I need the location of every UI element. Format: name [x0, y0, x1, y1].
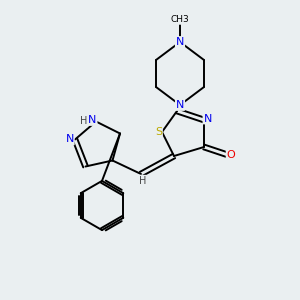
Text: N: N	[176, 100, 184, 110]
Text: N: N	[203, 113, 212, 124]
Text: O: O	[226, 149, 236, 160]
Text: N: N	[88, 115, 97, 125]
Text: H: H	[80, 116, 87, 127]
Text: S: S	[155, 127, 162, 137]
Text: CH3: CH3	[171, 15, 189, 24]
Text: H: H	[139, 176, 146, 186]
Text: N: N	[65, 134, 74, 145]
Text: N: N	[176, 37, 184, 47]
